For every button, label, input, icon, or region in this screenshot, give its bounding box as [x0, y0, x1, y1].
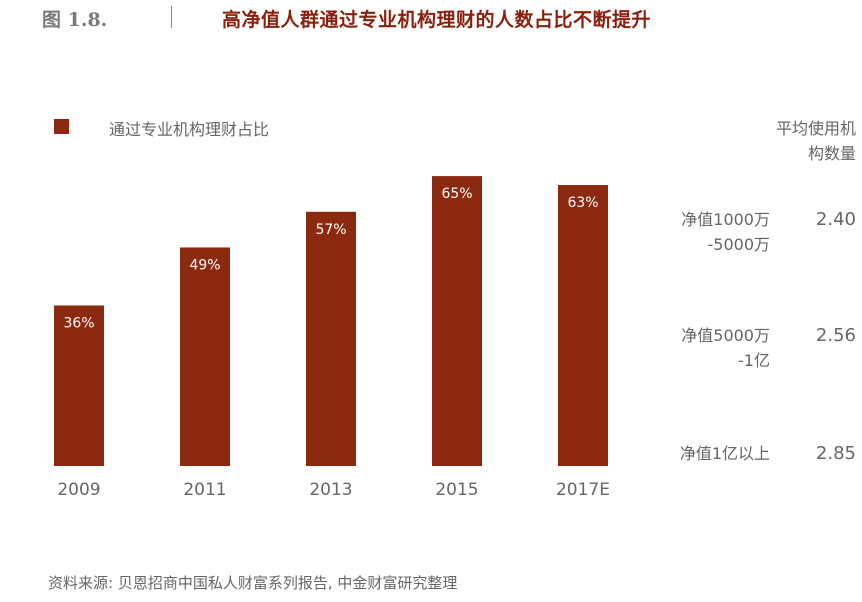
source-note: 资料来源: 贝恩招商中国私人财富系列报告, 中金财富研究整理: [48, 574, 458, 592]
side-table-row-label: 净值1000万 -5000万: [681, 210, 770, 254]
bar-data-label: 49%: [189, 257, 220, 273]
x-tick-label: 2017E: [556, 480, 610, 500]
bar: [558, 185, 608, 466]
figure-header: 图 1.8. 高净值人群通过专业机构理财的人数占比不断提升: [0, 0, 862, 40]
figure-number: 图 1.8.: [42, 9, 108, 31]
bar-data-label: 57%: [315, 222, 346, 238]
x-tick-label: 2011: [183, 480, 226, 500]
x-tick-label: 2015: [435, 480, 478, 500]
legend-label: 通过专业机构理财占比: [109, 120, 270, 139]
bar: [432, 176, 482, 466]
side-table-header-text: 平均使用机构数量: [775, 119, 856, 163]
side-table-row-value: 2.40: [815, 209, 856, 230]
bar-data-label: 63%: [567, 195, 598, 211]
legend-swatch: [54, 119, 69, 134]
figure-title: 高净值人群通过专业机构理财的人数占比不断提升: [222, 9, 652, 31]
side-table-row-label: 净值1亿以上: [679, 444, 770, 463]
bar-data-label: 36%: [63, 315, 94, 331]
bar-data-label: 65%: [441, 186, 472, 202]
side-table-row-label: 净值5000万 -1亿: [681, 326, 770, 370]
side-table-row: 净值1000万 -5000万 2.40: [600, 207, 856, 267]
side-table-row: 净值1亿以上 2.85: [600, 441, 856, 501]
bar: [180, 247, 230, 466]
side-table-row: 净值5000万 -1亿 2.56: [600, 323, 856, 383]
side-table-row-value: 2.85: [815, 443, 856, 464]
bar: [306, 211, 356, 466]
bar: [54, 305, 104, 466]
side-table-header: 平均使用机构数量: [770, 116, 856, 166]
x-tick-label: 2009: [57, 480, 100, 500]
x-tick-label: 2013: [309, 480, 352, 500]
side-table-row-value: 2.56: [815, 325, 856, 346]
header-divider: [171, 6, 172, 28]
